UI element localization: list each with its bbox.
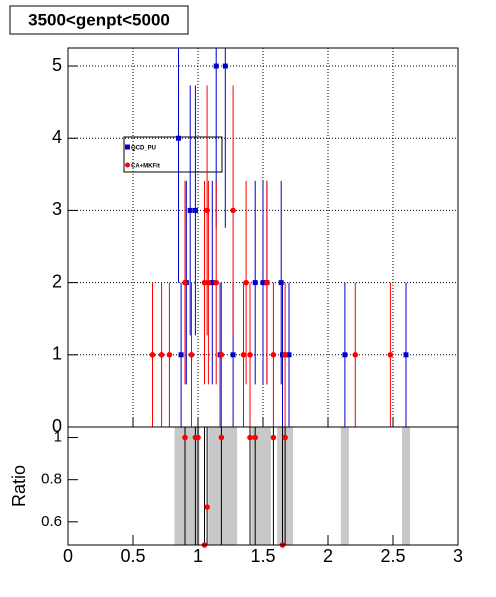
ratio-point	[195, 434, 201, 441]
y-tick-label: 1	[52, 344, 62, 364]
uncertainty-band	[285, 427, 293, 545]
y-axis-label: Ratio	[9, 465, 29, 507]
uncertainty-band	[221, 427, 230, 545]
y-tick-label: 0.8	[41, 471, 62, 488]
x-tick-label: 0.5	[120, 546, 145, 566]
legend-label: QCD_PU	[131, 146, 156, 152]
point	[352, 352, 359, 358]
x-tick-label: 1	[193, 546, 203, 566]
y-tick-label: 3	[52, 199, 62, 219]
point	[187, 207, 193, 213]
legend-label: CA+MKFit	[131, 164, 160, 170]
y-tick-label: 2	[52, 271, 62, 291]
uncertainty-band	[177, 427, 186, 545]
ratio-point	[282, 434, 288, 441]
point	[252, 280, 258, 286]
uncertainty-band	[229, 427, 238, 545]
point	[247, 352, 253, 358]
ratio-point	[218, 434, 225, 441]
point	[270, 352, 277, 358]
x-tick-label: 3	[453, 546, 463, 566]
point	[230, 207, 236, 214]
point	[342, 352, 348, 358]
ratio-point	[270, 434, 277, 441]
y-tick-label: 0.6	[41, 513, 62, 530]
point	[230, 352, 236, 358]
point	[286, 352, 292, 358]
point	[387, 352, 394, 358]
point	[213, 279, 219, 286]
x-tick-label: 0	[63, 546, 73, 566]
point	[176, 135, 181, 141]
uncertainty-band	[402, 427, 410, 545]
point	[218, 352, 225, 358]
ratio-point	[252, 434, 258, 441]
point	[278, 280, 284, 286]
point	[149, 352, 156, 358]
x-tick-label: 1.5	[250, 546, 275, 566]
legend-marker	[125, 144, 130, 150]
point	[282, 352, 288, 358]
uncertainty-band	[340, 427, 349, 545]
point	[213, 63, 219, 69]
uncertainty-band	[262, 427, 271, 545]
point	[204, 207, 210, 214]
ratio-frame	[67, 426, 459, 546]
title-box	[9, 5, 189, 35]
y-tick-label: 1	[54, 429, 62, 446]
x-tick-label: 2	[323, 546, 333, 566]
y-tick-label: 5	[52, 55, 62, 75]
y-tick-label: 0	[52, 416, 62, 436]
point	[158, 352, 165, 358]
x-tick-label: 2.5	[380, 546, 405, 566]
ratio-point	[182, 434, 188, 441]
point	[166, 352, 173, 358]
point	[182, 279, 188, 286]
point	[178, 352, 184, 358]
uncertainty-band	[186, 427, 195, 545]
ratio-point	[204, 504, 210, 510]
uncertainty-band	[216, 427, 225, 545]
ratio-point	[247, 434, 253, 441]
point	[192, 207, 198, 213]
point	[205, 279, 212, 286]
point	[188, 352, 195, 358]
chart-title: 3500<genpt<5000	[28, 10, 170, 29]
point	[243, 279, 249, 286]
point	[201, 279, 208, 286]
point	[403, 352, 409, 358]
legend-marker	[125, 162, 130, 168]
legend-box	[123, 136, 223, 173]
point	[260, 280, 266, 286]
point	[209, 280, 215, 286]
point	[264, 279, 270, 286]
y-tick-label: 4	[52, 127, 62, 147]
point	[240, 352, 247, 358]
point	[222, 63, 228, 69]
